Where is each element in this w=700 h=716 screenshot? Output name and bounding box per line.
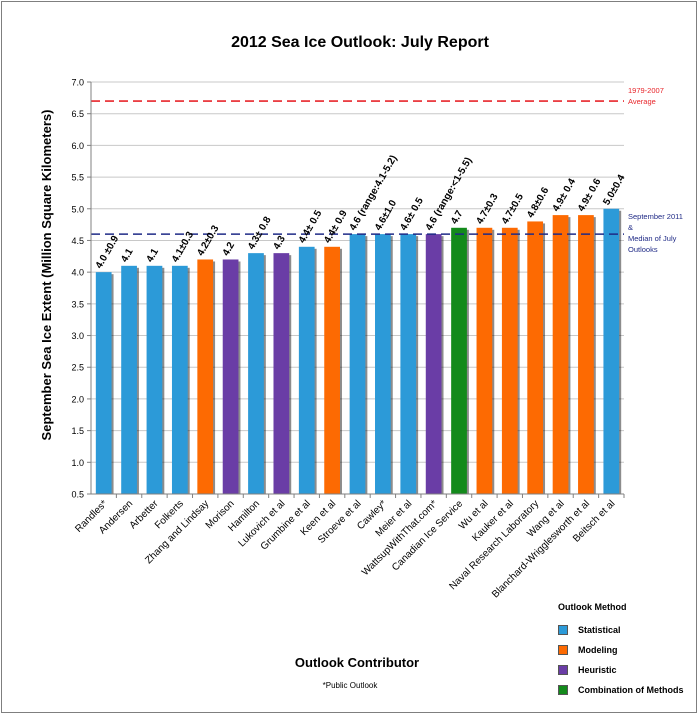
bar — [197, 259, 214, 494]
bar — [375, 234, 391, 494]
bar — [552, 215, 569, 494]
y-tick-label: 1.0 — [71, 458, 84, 468]
y-tick-label: 5.0 — [71, 204, 84, 214]
reference-line-label: 1979-2007 — [628, 86, 664, 95]
legend-item-modeling: Modeling — [558, 640, 698, 660]
legend-title: Outlook Method — [558, 602, 627, 612]
bar — [400, 234, 417, 494]
data-label: 4.6±1.0 — [373, 198, 399, 233]
y-tick-label: 6.5 — [71, 109, 84, 119]
data-label: 4.8±0.6 — [525, 185, 551, 220]
bar — [121, 265, 137, 494]
bar — [425, 234, 442, 494]
data-label: 4.9± 0.6 — [576, 176, 604, 213]
legend-label-statistical: Statistical — [578, 625, 621, 635]
y-tick-label: 7.0 — [71, 78, 84, 88]
bar — [324, 246, 340, 494]
bar — [95, 272, 112, 494]
legend-item-statistical: Statistical — [558, 620, 698, 640]
data-label: 4.3 — [271, 234, 288, 252]
legend-swatch-statistical — [558, 625, 568, 635]
legend-swatch-modeling — [558, 645, 568, 655]
bar — [273, 253, 290, 494]
data-label: 4.3± 0.8 — [246, 215, 274, 252]
data-label: 4.1±0.3 — [170, 230, 196, 265]
bar — [146, 265, 163, 494]
bar — [248, 253, 264, 494]
legend: Outlook Method Statistical Modeling Heur… — [558, 602, 698, 700]
y-axis-label: September Sea Ice Extent (Million Square… — [39, 110, 54, 441]
bar — [603, 208, 620, 494]
y-tick-label: 6.0 — [71, 141, 84, 151]
bar — [578, 215, 594, 494]
bar — [349, 234, 366, 494]
reference-line-label: & — [628, 223, 633, 232]
bar — [476, 227, 493, 495]
y-tick-label: 5.5 — [71, 173, 84, 183]
y-tick-label: 0.5 — [71, 490, 84, 500]
legend-swatch-heuristic — [558, 665, 568, 675]
legend-label-heuristic: Heuristic — [578, 665, 617, 675]
bar — [527, 221, 544, 494]
bar — [451, 227, 467, 495]
legend-swatch-combination — [558, 685, 568, 695]
y-tick-label: 3.5 — [71, 299, 84, 309]
bar — [171, 265, 188, 494]
data-label: 4.6 (range:4.1-5.2) — [348, 153, 400, 232]
reference-line-label: Median of July — [628, 234, 677, 243]
data-label: 4.6± 0.5 — [398, 196, 426, 233]
legend-label-combination: Combination of Methods — [578, 685, 684, 695]
legend-item-combination: Combination of Methods — [558, 680, 698, 700]
bar — [298, 246, 315, 494]
legend-item-heuristic: Heuristic — [558, 660, 698, 680]
y-tick-label: 4.0 — [71, 268, 84, 278]
y-tick-label: 3.0 — [71, 331, 84, 341]
data-label: 4.1 — [119, 246, 136, 264]
bar — [222, 259, 239, 494]
y-tick-label: 4.5 — [71, 236, 84, 246]
data-label: 4.2 — [221, 240, 238, 258]
data-label: 4.0 ±0.9 — [94, 234, 122, 271]
reference-line-label: September 2011 — [628, 212, 683, 221]
chart-title: 2012 Sea Ice Outlook: July Report — [231, 34, 490, 51]
data-label: 4.7 — [449, 208, 466, 226]
data-label: 4.4± 0.9 — [322, 208, 350, 245]
y-tick-label: 2.0 — [71, 394, 84, 404]
data-label: 4.4± 0.5 — [297, 208, 325, 245]
reference-line-label: Outlooks — [628, 245, 658, 254]
footnote: *Public Outlook — [323, 681, 379, 690]
reference-line-label: Average — [628, 97, 656, 106]
data-label: 5.0±0.4 — [601, 173, 627, 208]
bar — [501, 227, 518, 495]
y-tick-label: 1.5 — [71, 426, 84, 436]
y-tick-label: 2.5 — [71, 363, 84, 373]
data-label: 4.9± 0.4 — [551, 176, 579, 213]
data-label: 4.1 — [145, 246, 162, 264]
x-axis-label: Outlook Contributor — [295, 655, 419, 670]
legend-label-modeling: Modeling — [578, 645, 618, 655]
